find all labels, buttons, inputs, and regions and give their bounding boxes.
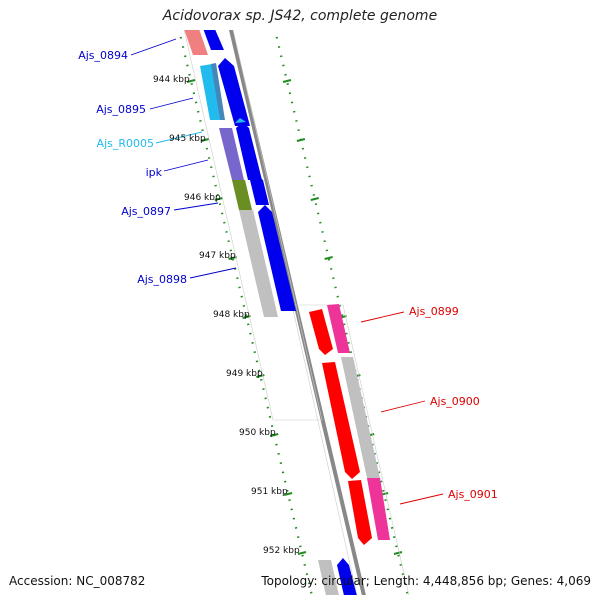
gene-ajs-0897-feature[interactable] <box>232 180 252 210</box>
tick-mark-left <box>200 138 210 142</box>
tick-label-951: 951 kbp <box>251 487 288 497</box>
label-ajs-0895[interactable]: Ajs_0895 <box>96 103 146 116</box>
tick-label-947: 947 kbp <box>199 251 236 261</box>
strand-outline-reverse <box>183 30 323 421</box>
map-title: Acidovorax sp. JS42, complete genome <box>162 8 438 24</box>
tick-mark-left <box>269 433 279 437</box>
tick-label-945: 945 kbp <box>169 134 206 144</box>
label-ajs-0901[interactable]: Ajs_0901 <box>448 488 498 501</box>
tick-mark-left <box>297 551 307 555</box>
cds-0897-arrow[interactable] <box>250 175 269 205</box>
leader-ajs-0895 <box>149 97 194 110</box>
cds-0901-arrow[interactable] <box>348 480 372 545</box>
cds-next-arrow[interactable] <box>337 558 358 600</box>
genome-summary-text: Topology: circular; Length: 4,448,856 bp… <box>261 574 591 588</box>
tick-label-950: 950 kbp <box>239 428 276 438</box>
cds-0899-arrow[interactable] <box>309 309 333 355</box>
tick-label-944: 944 kbp <box>153 75 190 85</box>
tick-label-943: 943 kbp <box>137 18 174 28</box>
leader-ajs-0898 <box>189 267 237 279</box>
tick-label-946: 946 kbp <box>184 193 221 203</box>
leader-ajs-0899 <box>360 311 405 323</box>
tick-mark-right <box>282 79 292 83</box>
cds-0895-arrow[interactable] <box>218 58 250 126</box>
gene-ajs-0895-feature-cyan[interactable] <box>200 64 220 120</box>
tick-mark-right <box>393 551 403 555</box>
tick-mark-right <box>324 256 333 260</box>
label-ajs-0900[interactable]: Ajs_0900 <box>430 395 480 408</box>
leader-ajs-0900 <box>380 400 426 413</box>
scale-line-left <box>177 30 313 595</box>
tick-mark-right <box>310 197 320 201</box>
tick-mark-right <box>269 21 277 23</box>
tick-mark-left <box>173 21 181 23</box>
rna-r0005-arrow[interactable] <box>235 118 246 123</box>
leader-ajs-0897 <box>173 202 219 211</box>
tick-mark-left <box>228 256 237 260</box>
leader-ajs-r0005 <box>155 131 203 144</box>
cds-ipk-arrow[interactable] <box>236 122 262 180</box>
tick-label-952: 952 kbp <box>263 546 300 556</box>
cds-0898-arrow[interactable] <box>258 205 296 311</box>
gene-ajs-0899-feature[interactable] <box>327 304 350 353</box>
gene-next-gray-feature[interactable] <box>318 560 340 600</box>
scale-line-right <box>273 30 409 595</box>
label-ajs-0894[interactable]: Ajs_0894 <box>78 49 128 62</box>
tick-mark-left <box>214 197 224 201</box>
leader-ipk <box>163 159 209 172</box>
gene-ajs-0895-feature-teal[interactable] <box>211 63 225 120</box>
gene-ipk-feature[interactable] <box>219 128 244 180</box>
cds-0894-arrow[interactable] <box>200 20 224 50</box>
label-ajs-0897[interactable]: Ajs_0897 <box>121 205 171 218</box>
label-ipk[interactable]: ipk <box>146 166 163 179</box>
label-ajs-r0005[interactable]: Ajs_R0005 <box>97 137 154 150</box>
tick-mark-left <box>186 79 196 83</box>
gene-ajs-0894-feature[interactable] <box>181 20 208 55</box>
label-ajs-0899[interactable]: Ajs_0899 <box>409 305 459 318</box>
tick-mark-left <box>283 492 293 496</box>
strand-outline-forward <box>291 304 410 595</box>
tick-mark-right <box>296 138 306 142</box>
label-ajs-0898[interactable]: Ajs_0898 <box>137 273 187 286</box>
accession-text: Accession: NC_008782 <box>9 574 146 588</box>
cds-0900-arrow[interactable] <box>322 362 360 479</box>
leader-ajs-0894 <box>130 38 177 56</box>
gene-ajs-0901-feature[interactable] <box>367 478 390 540</box>
tick-label-948: 948 kbp <box>213 310 250 320</box>
gene-ajs-0898-feature[interactable] <box>239 210 278 317</box>
leader-ajs-0901 <box>399 493 444 505</box>
gene-ajs-0900-feature[interactable] <box>341 357 380 478</box>
tick-label-949: 949 kbp <box>226 369 263 379</box>
